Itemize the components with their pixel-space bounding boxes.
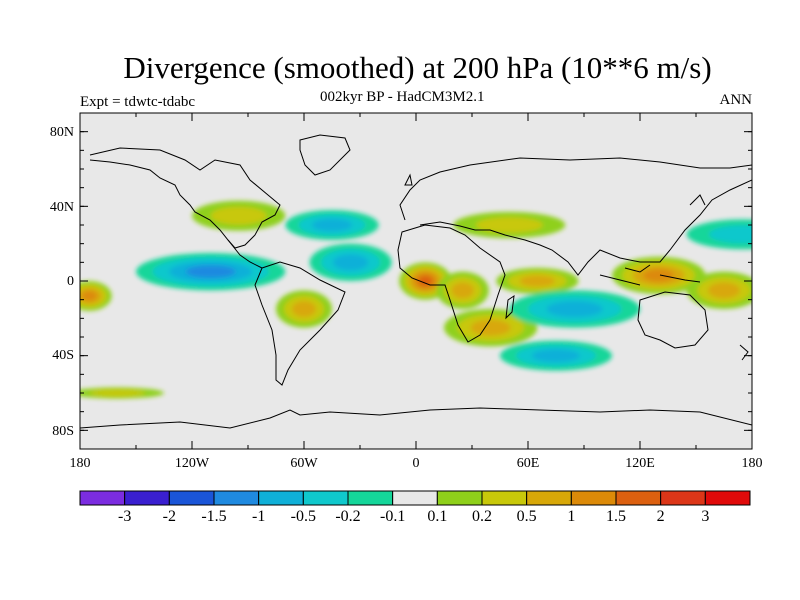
colorbar-swatch bbox=[124, 490, 170, 506]
colorbar-label: -0.2 bbox=[335, 508, 361, 525]
colorbar-swatch bbox=[436, 490, 483, 506]
colorbar-swatch bbox=[213, 490, 260, 506]
axis-ticks bbox=[79, 112, 753, 450]
colorbar-label: 1 bbox=[567, 508, 576, 525]
colorbar-label: -1.5 bbox=[201, 508, 227, 525]
north-america-divergence-level-1 bbox=[210, 206, 267, 225]
colorbar-swatch bbox=[660, 490, 706, 506]
north-pacific-convergence-level-1 bbox=[709, 225, 752, 244]
colorbar-label: 0.5 bbox=[516, 508, 537, 525]
lon-label-120e: 120E bbox=[625, 456, 655, 471]
colorbar-swatch bbox=[615, 490, 662, 506]
colorbar-label: 0.2 bbox=[472, 508, 492, 525]
colorbar-swatch bbox=[168, 490, 215, 506]
colorbar-swatch bbox=[704, 490, 751, 506]
lon-label-0: 0 bbox=[412, 456, 420, 471]
north-atlantic-convergence-level-2 bbox=[312, 218, 352, 232]
east-pacific-convergence-level-3 bbox=[185, 265, 236, 278]
south-atlantic-divergence-level-2 bbox=[470, 319, 511, 336]
lat-label-40s: 40S bbox=[52, 348, 74, 363]
lon-label-60w: 60W bbox=[290, 456, 318, 471]
central-pacific-divergence-level-3 bbox=[81, 290, 97, 301]
southern-ocean-convergence-level-2 bbox=[532, 349, 580, 363]
indian-ocean-convergence-level-2 bbox=[546, 301, 603, 317]
colorbar-label: 3 bbox=[701, 508, 710, 525]
colorbar-label: -1 bbox=[251, 508, 266, 525]
lon-label-120w: 120W bbox=[174, 456, 210, 471]
lon-label-60e: 60E bbox=[516, 456, 540, 471]
lon-label-180e: 180 bbox=[741, 456, 763, 471]
colorbar-swatch bbox=[302, 490, 349, 506]
antarctic-coast-divergence-level-1 bbox=[89, 389, 146, 397]
experiment-label: Expt = tdwtc-tdabc bbox=[80, 94, 196, 110]
plot-title: Divergence (smoothed) at 200 hPa (10**6 … bbox=[123, 50, 712, 85]
lon-label-180w: 180 bbox=[69, 456, 91, 471]
east-africa-divergence-level-2 bbox=[451, 282, 474, 299]
eurasia-divergence-level-1 bbox=[475, 217, 543, 233]
colorbar-swatch bbox=[258, 490, 304, 506]
colorbar-swatch bbox=[347, 490, 394, 506]
colorbar-swatch bbox=[481, 490, 528, 506]
lat-label-40n: 40N bbox=[49, 200, 74, 215]
south-america-divergence-level-2 bbox=[292, 301, 316, 317]
maritime-continent-divergence-level-3 bbox=[643, 269, 675, 282]
colorbar bbox=[79, 490, 751, 506]
colorbar-swatch bbox=[570, 490, 617, 506]
indian-ocean-divergence-level-2 bbox=[519, 275, 555, 287]
plot-subtitle: 002kyr BP - HadCM3M2.1 bbox=[320, 89, 485, 105]
west-africa-divergence-level-4 bbox=[418, 275, 433, 287]
west-pacific-divergence-level-2 bbox=[708, 282, 740, 299]
lat-label-0: 0 bbox=[67, 274, 74, 289]
colorbar-label: -0.5 bbox=[290, 508, 316, 525]
colorbar-label: 2 bbox=[656, 508, 665, 525]
atlantic-convergence-level-2 bbox=[333, 254, 369, 271]
divergence-field bbox=[80, 200, 752, 399]
coastlines bbox=[80, 134, 752, 429]
colorbar-label: 0.1 bbox=[427, 508, 448, 525]
colorbar-swatch bbox=[392, 490, 438, 506]
season-label: ANN bbox=[719, 92, 753, 108]
colorbar-swatch bbox=[79, 490, 126, 506]
lat-label-80s: 80S bbox=[52, 424, 74, 439]
lat-label-80n: 80N bbox=[49, 125, 74, 140]
colorbar-label: -0.1 bbox=[379, 508, 406, 525]
colorbar-swatch bbox=[526, 490, 572, 506]
colorbar-label: -3 bbox=[117, 508, 132, 525]
colorbar-label: 1.5 bbox=[606, 508, 626, 525]
colorbar-label: -2 bbox=[162, 508, 176, 525]
